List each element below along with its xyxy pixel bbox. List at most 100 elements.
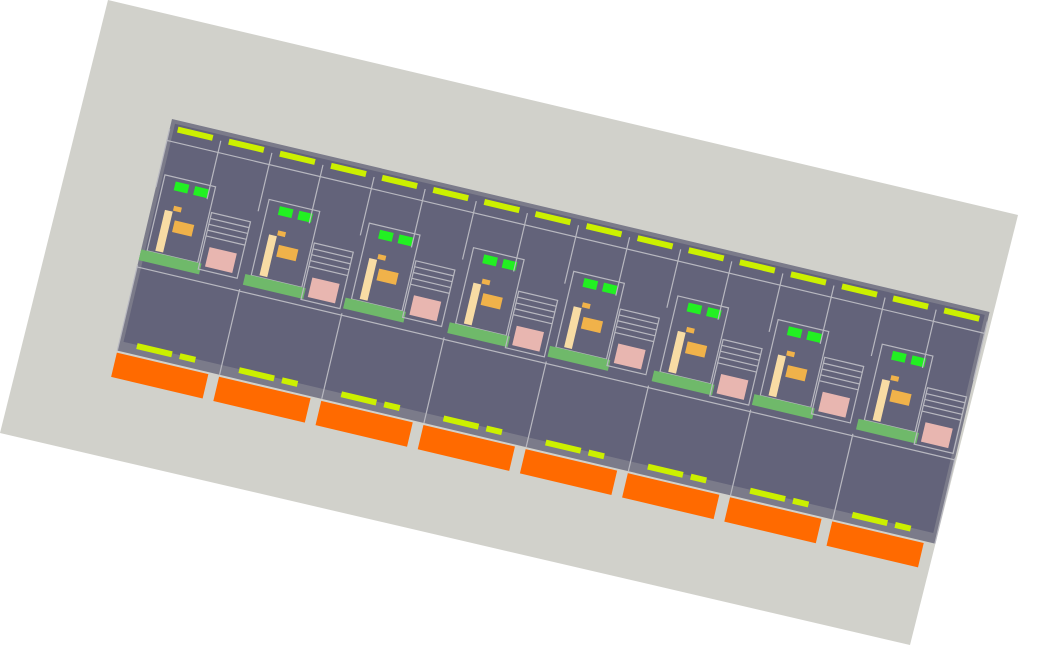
desk [172,205,182,213]
planter [242,274,306,299]
bath [307,277,340,304]
parking-bay [213,376,311,423]
desk [277,230,287,238]
grid-line [206,140,222,200]
stair-core [504,290,559,358]
grid-line [116,264,139,351]
sofa [359,258,378,301]
grid-line [359,176,375,236]
planter [447,322,511,348]
window [177,126,214,141]
desk [889,389,912,406]
desk [684,341,708,358]
units [138,174,968,455]
desk [685,326,695,334]
window [485,425,503,436]
grid-line [155,128,171,188]
stair-step [414,266,454,277]
stair-step [717,362,757,373]
window [943,307,980,322]
stair-core [913,386,968,455]
window [790,271,827,286]
window [587,449,605,460]
desk [785,365,808,382]
stair-step [720,350,760,361]
parking-bay [111,352,209,399]
room-outline [659,295,730,385]
desk [786,350,796,358]
grid-line [257,152,273,212]
stair-step [718,356,759,367]
sofa [668,330,686,374]
planter [856,418,919,444]
window [238,367,275,382]
grid-line [729,409,752,496]
parking-bay [826,521,924,568]
window [688,247,725,262]
stair-step [515,302,556,313]
stair-step [308,265,348,277]
parking-bay [417,424,515,471]
bed [173,181,190,194]
unit-2 [242,198,354,310]
parking-bay [622,473,720,520]
unit-4 [447,246,559,358]
stair-step [210,217,250,229]
planter [343,297,406,323]
window [383,401,401,411]
room-outline [863,343,934,433]
stair-step [310,259,350,271]
stair-core [709,338,763,406]
stair-step [925,392,966,404]
window [442,415,480,430]
bed [806,330,823,343]
grid-line [832,433,854,520]
bed [378,229,394,242]
bed [910,355,927,368]
stair-step [411,277,451,289]
unit-7 [751,318,865,424]
planter [651,370,715,396]
window [279,150,316,165]
window [841,283,878,298]
window [585,223,623,238]
desk [890,375,900,382]
window [432,186,469,202]
window [179,353,197,363]
grid-line [819,285,835,345]
window [483,199,521,214]
bed [501,258,518,271]
desk [376,268,399,285]
desk [481,278,491,286]
window [739,259,776,274]
bath [512,325,545,352]
sofa [768,354,786,398]
window [136,343,173,358]
window [851,511,889,527]
planter [138,249,202,275]
window [381,174,418,190]
bed [193,186,209,199]
window [892,295,929,310]
sofa [463,282,482,326]
stair-core [810,356,865,424]
window [330,162,367,177]
window [228,138,265,153]
bed [297,210,313,223]
bed [582,278,599,290]
stair-step [513,314,553,325]
parking-row [111,352,924,568]
window [894,522,912,532]
stair-step [617,320,657,331]
bath [613,343,646,370]
grid-line [321,313,343,400]
planter [751,394,815,420]
sofa [259,234,277,278]
grid-lines [116,128,988,544]
sofa [155,209,173,253]
stair-step [721,344,761,356]
window [792,497,810,508]
desk [480,293,503,310]
stair-step [205,235,246,246]
